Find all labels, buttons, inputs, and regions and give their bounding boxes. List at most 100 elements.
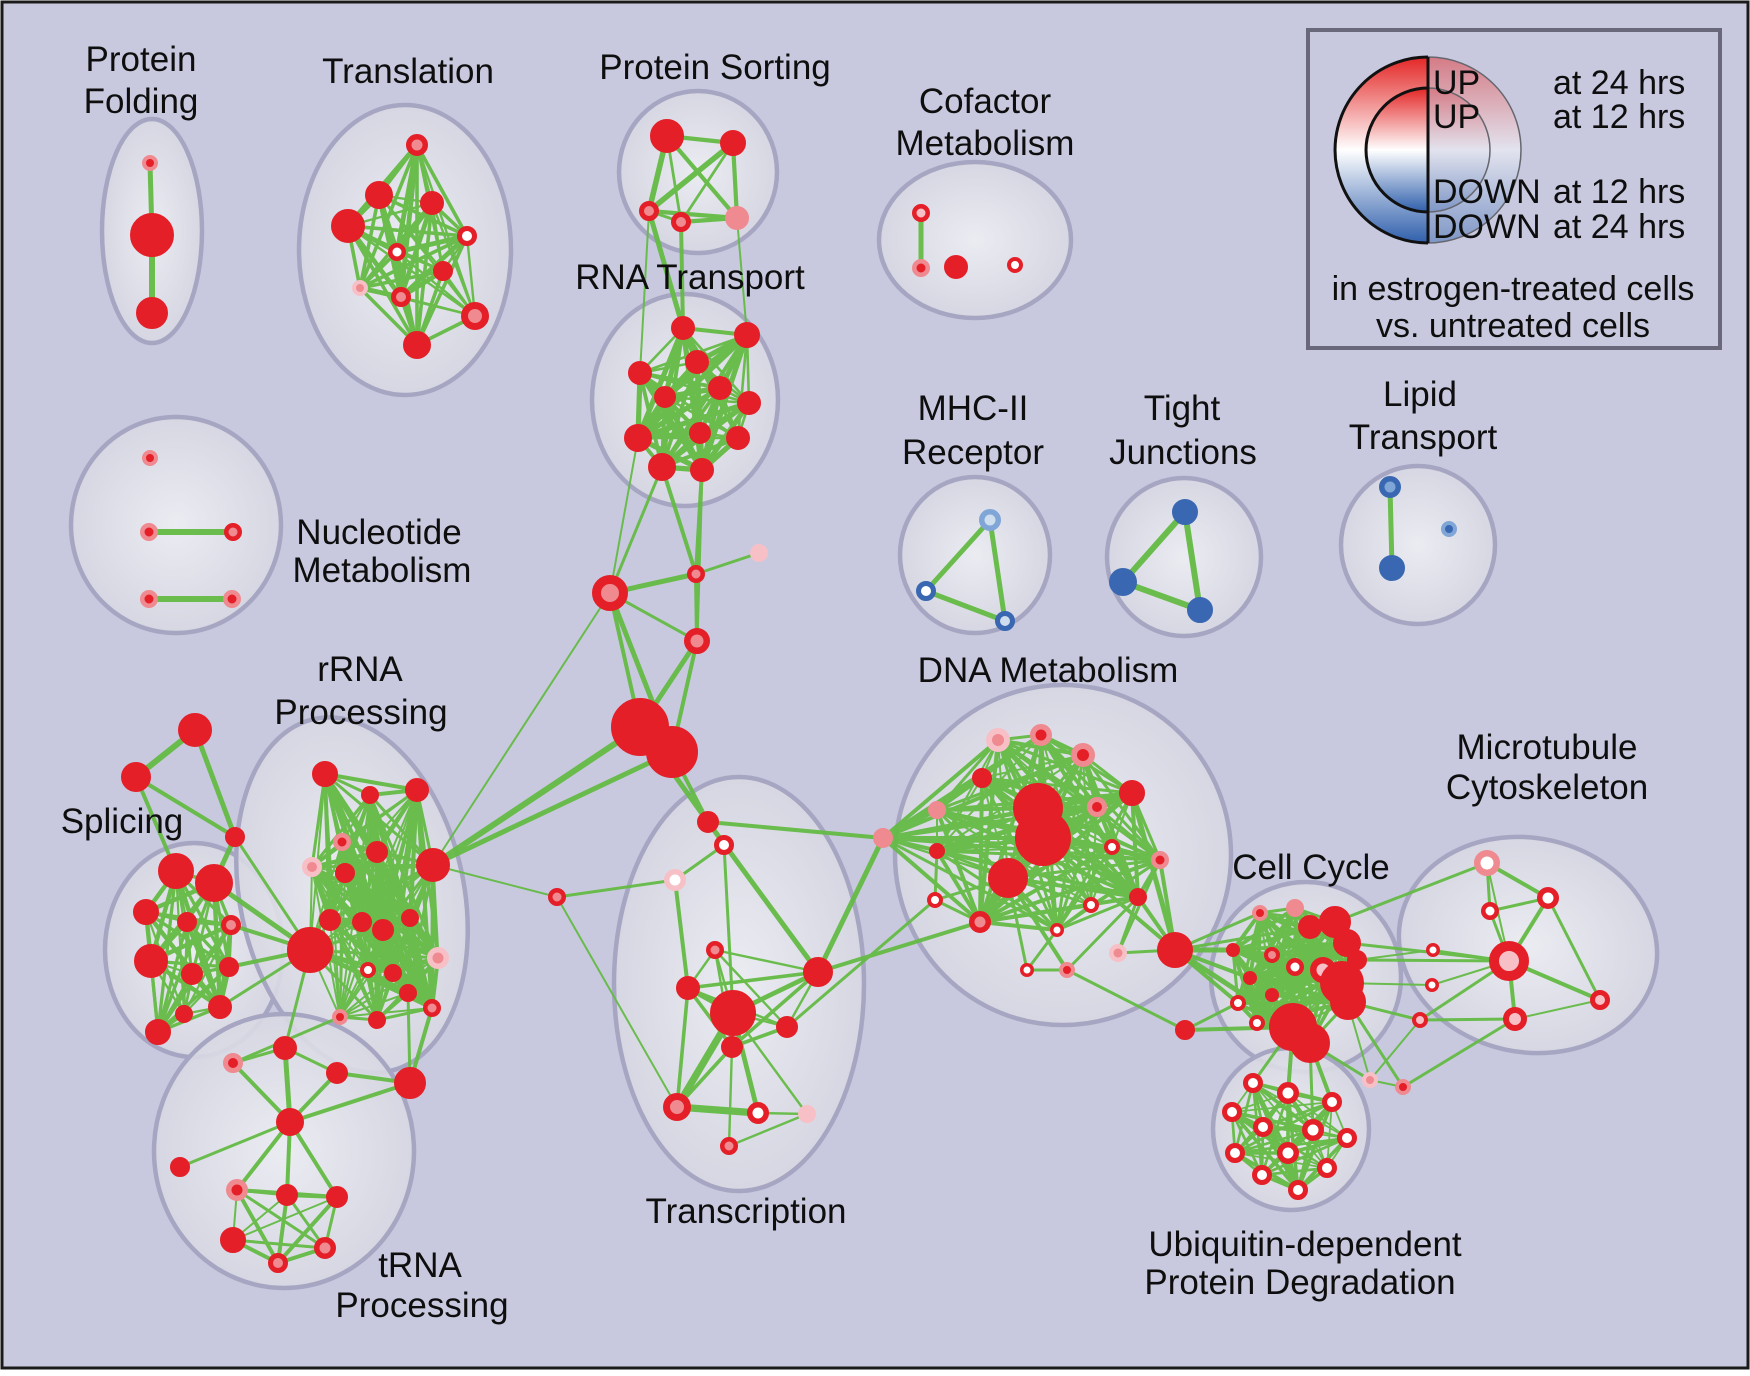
gene-node-dm-12 xyxy=(1104,839,1120,855)
gene-node-tr-10 xyxy=(403,331,431,359)
gene-node-sp-5 xyxy=(134,944,168,978)
gene-node-tr-0 xyxy=(406,134,428,156)
bridge-edge-cn-rr xyxy=(430,749,675,868)
gene-node-dm-18 xyxy=(927,892,943,908)
cluster-label-dm-line0: DNA Metabolism xyxy=(918,651,1179,690)
gene-node-cc-17 xyxy=(1249,1015,1265,1031)
edge-dm xyxy=(1055,845,1114,932)
gene-node-nm-0 xyxy=(142,450,158,466)
gene-node-dm-10 xyxy=(1119,780,1145,806)
gene-node-rr-5 xyxy=(366,841,388,863)
gene-node-cm-1 xyxy=(912,259,930,277)
cluster-label-lt-line1: Transport xyxy=(1349,418,1498,457)
cluster-label-tj-line1: Junctions xyxy=(1109,433,1257,472)
gene-node-mc-4 xyxy=(1590,990,1610,1010)
edge-dm xyxy=(1116,895,1140,955)
gene-node-dm-1 xyxy=(1030,724,1052,746)
cluster-ellipse-tj xyxy=(1104,475,1264,639)
gene-node-rt-11 xyxy=(690,458,714,482)
gene-node-mh-1 xyxy=(916,581,936,601)
cluster-label-tx-line0: Transcription xyxy=(646,1192,847,1231)
edge-tn xyxy=(235,1188,327,1250)
gene-node-cn-11 xyxy=(121,762,151,792)
gene-node-tr-4 xyxy=(457,226,477,246)
edge-rr xyxy=(328,863,435,922)
gene-node-tx-9 xyxy=(706,941,724,959)
gene-node-cn-6 xyxy=(697,811,719,833)
cluster-label-mh-line0: MHC-II xyxy=(918,389,1029,428)
gene-node-tr-2 xyxy=(331,209,365,243)
gene-node-dm-3 xyxy=(972,768,992,788)
cluster-label-ps-line0: Protein Sorting xyxy=(599,48,831,87)
edge-tj xyxy=(1182,509,1203,613)
gene-node-cn-7 xyxy=(714,835,734,855)
gene-node-tx-6 xyxy=(747,1102,769,1124)
gene-node-tx-0 xyxy=(676,976,700,1000)
cluster-label-pf-line1: Folding xyxy=(84,82,199,121)
edge-rr xyxy=(329,919,341,1018)
gene-node-tn-6 xyxy=(226,1179,248,1201)
gene-node-tr-7 xyxy=(352,280,368,296)
legend-outer-left-outline xyxy=(1333,55,1429,245)
gene-node-cn-2 xyxy=(687,565,705,583)
gene-node-rr-9 xyxy=(352,912,372,932)
edge-tn xyxy=(178,1120,292,1169)
gene-node-sp-9 xyxy=(175,1005,193,1023)
gene-node-rt-10 xyxy=(648,453,676,481)
gene-node-tr-3 xyxy=(420,191,444,215)
gene-node-ub-1 xyxy=(1277,1082,1299,1104)
edge-dm xyxy=(881,738,1000,840)
gene-node-mc-2 xyxy=(1481,902,1499,920)
edge-rr xyxy=(430,863,435,1010)
edge-ub xyxy=(1260,1136,1349,1177)
bridge-edge-dm-cc xyxy=(1065,968,1187,1032)
gene-node-lt-0 xyxy=(1379,476,1401,498)
gene-node-dm-20 xyxy=(1059,962,1075,978)
edge-dm xyxy=(935,849,982,924)
gene-node-tn-7 xyxy=(276,1184,298,1206)
gene-node-cc-2 xyxy=(1226,943,1240,957)
gene-node-cn-3 xyxy=(592,575,628,611)
edge-tn xyxy=(288,1081,412,1124)
edge-tn xyxy=(276,1193,289,1265)
gene-node-tn-5 xyxy=(170,1157,190,1177)
edge-dm xyxy=(978,858,1162,924)
cluster-label-mc-line1: Cytoskeleton xyxy=(1446,768,1648,807)
edge-lt xyxy=(1387,484,1395,571)
gene-node-mc-0 xyxy=(1474,850,1500,876)
gene-node-rr-14 xyxy=(384,964,402,982)
gene-node-tn-3 xyxy=(394,1067,426,1099)
edge-tn xyxy=(276,1195,339,1265)
edge-tr xyxy=(346,224,419,347)
gene-node-dm-2 xyxy=(1071,743,1095,767)
cluster-ellipse-tn xyxy=(151,1011,417,1291)
edge-rr xyxy=(339,992,409,1018)
bridge-edge-ps-rt xyxy=(679,220,685,330)
gene-node-ps-0 xyxy=(650,119,684,153)
edge-ub xyxy=(1231,1101,1333,1113)
gene-node-rr-7 xyxy=(416,848,450,882)
bridge-edge-ps-rt xyxy=(639,210,650,374)
gene-node-cc-4 xyxy=(1286,958,1304,976)
cluster-label-sp-line0: Splicing xyxy=(61,802,184,841)
edge-cc xyxy=(1173,925,1312,952)
cluster-label-rr-line1: Processing xyxy=(274,693,447,732)
edge-ps xyxy=(646,140,736,214)
gene-node-cc-5 xyxy=(1243,971,1257,985)
gene-node-nm-2 xyxy=(224,523,242,541)
gene-node-mc-6 xyxy=(1426,943,1440,957)
gene-node-rr-6 xyxy=(335,863,355,883)
edge-tx xyxy=(730,970,820,1049)
edge-tx xyxy=(675,986,690,1109)
edge-dm xyxy=(1025,928,1059,972)
edge-tr xyxy=(415,234,469,347)
gene-node-rr-1 xyxy=(361,786,379,804)
edge-ps xyxy=(664,133,740,221)
gene-node-ub-3 xyxy=(1222,1102,1242,1122)
gene-node-sp-2 xyxy=(133,899,159,925)
cluster-label-lt-line0: Lipid xyxy=(1383,375,1457,414)
edge-mh xyxy=(923,517,993,594)
cluster-label-cc-line0: Cell Cycle xyxy=(1232,848,1390,887)
legend-time-1: at 12 hrs xyxy=(1553,98,1685,136)
gene-node-dm-0 xyxy=(986,728,1010,752)
